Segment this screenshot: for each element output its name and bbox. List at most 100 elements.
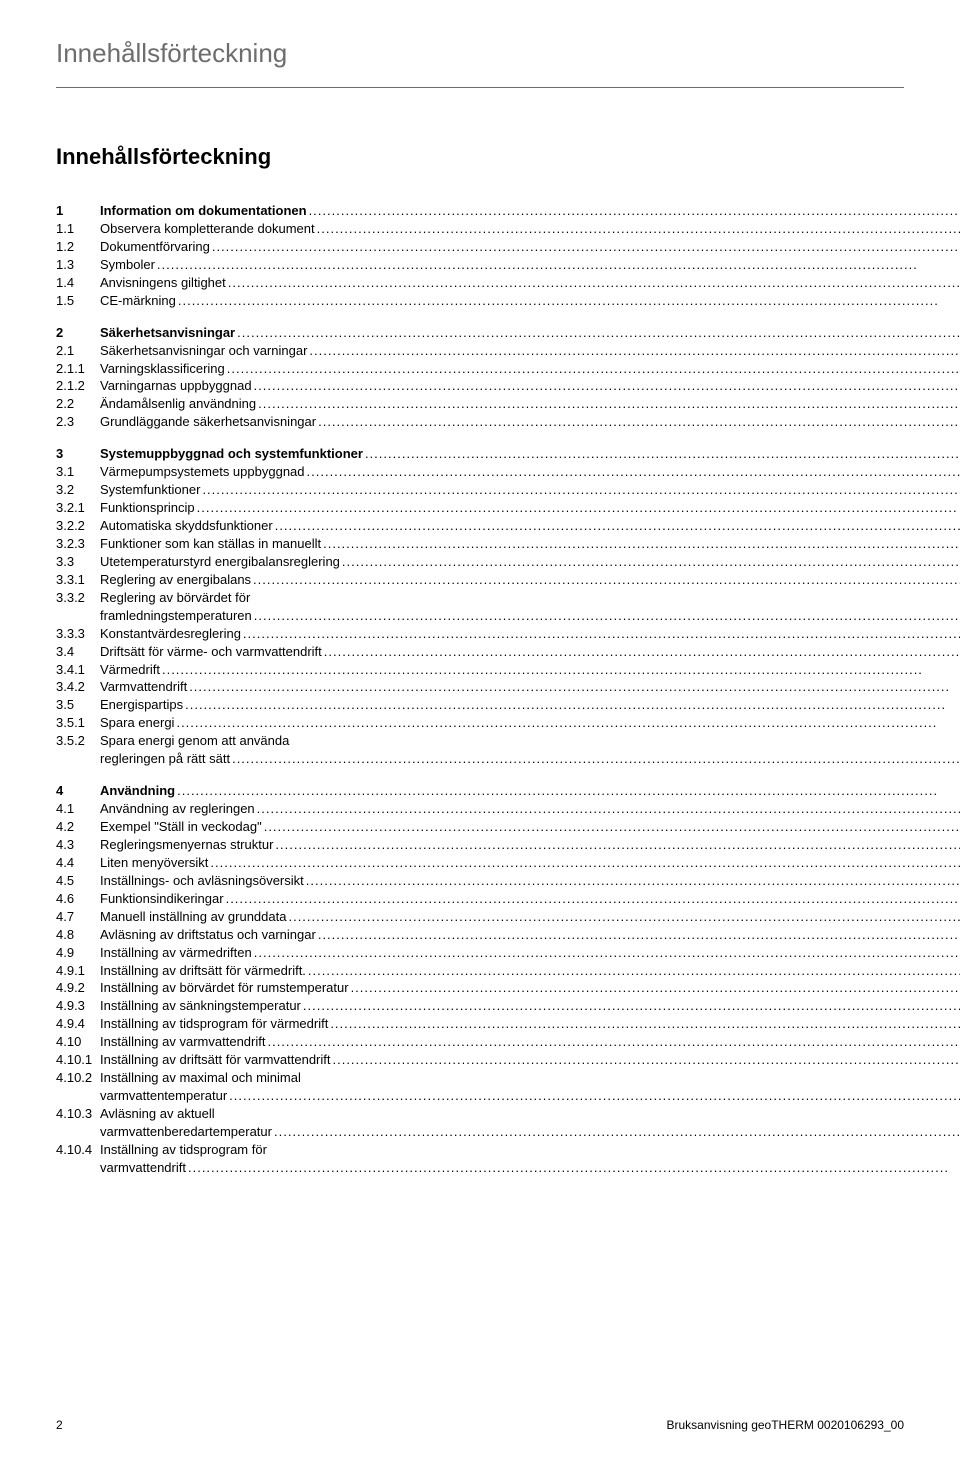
toc-entry: 4.9.3Inställning av sänkningstemperatur2… — [56, 997, 960, 1015]
toc-entry: 4.8Avläsning av driftstatus och varninga… — [56, 926, 960, 944]
toc-entry-number: 4.10.4 — [56, 1141, 100, 1159]
toc-leader-dots — [254, 944, 960, 962]
toc-entry: 2.2Ändamålsenlig användning4 — [56, 395, 960, 413]
toc-entry-title: Inställning av sänkningstemperatur — [100, 997, 301, 1015]
toc-entry: 4.9.2Inställning av börvärdet för rumste… — [56, 979, 960, 997]
toc-entry-number: 3.1 — [56, 463, 100, 481]
toc-entry: 3.3Utetemperaturstyrd energibalansregler… — [56, 553, 960, 571]
toc-entry: 4.9Inställning av värmedriften21 — [56, 944, 960, 962]
toc-leader-dots — [274, 1123, 960, 1141]
toc-column-left: 1Information om dokumentationen31.1Obser… — [56, 202, 960, 1394]
toc-entry: 3.5.1Spara energi10 — [56, 714, 960, 732]
toc-entry-title: Inställning av börvärdet för rumstempera… — [100, 979, 349, 997]
toc-entry-title: Varningarnas uppbyggnad — [100, 377, 252, 395]
toc-entry: 1.1Observera kompletterande dokument3 — [56, 220, 960, 238]
toc-leader-dots — [254, 607, 960, 625]
toc-leader-dots — [254, 377, 960, 395]
toc-entry-title: Inställning av tidsprogram för värmedrif… — [100, 1015, 328, 1033]
toc-entry-title: Systemfunktioner — [100, 481, 200, 499]
toc-entry-number: 2.1.1 — [56, 360, 100, 378]
toc-entry-number: 3.4.2 — [56, 678, 100, 696]
toc-entry-number: 4.6 — [56, 890, 100, 908]
toc-entry-title: Anvisningens giltighet — [100, 274, 226, 292]
toc-entry-title: varmvattendrift — [100, 1159, 186, 1177]
footer: 2 Bruksanvisning geoTHERM 0020106293_00 — [56, 1418, 904, 1432]
toc-entry: 3.4Driftsätt för värme- och varmvattendr… — [56, 643, 960, 661]
toc-entry-title: Liten menyöversikt — [100, 854, 208, 872]
toc-entry: 3.2Systemfunktioner7 — [56, 481, 960, 499]
toc-leader-dots — [317, 220, 960, 238]
toc-entry: 4.10.2Inställning av maximal och minimal — [56, 1069, 960, 1087]
toc-entry-title: Exempel "Ställ in veckodag" — [100, 818, 262, 836]
toc-entry: 4.10.1Inställning av driftsätt för varmv… — [56, 1051, 960, 1069]
toc-entry-title: framledningstemperaturen — [100, 607, 252, 625]
toc-entry: framledningstemperaturen9 — [56, 607, 960, 625]
toc-leader-dots — [157, 256, 960, 274]
toc-leader-dots — [176, 714, 960, 732]
toc-entry-title: Funktionsprincip — [100, 499, 195, 517]
toc-leader-dots — [197, 499, 960, 517]
toc-group: 4Användning124.1Användning av regleringe… — [56, 782, 960, 1177]
toc-entry-title: CE-märkning — [100, 292, 176, 310]
toc-entry: 4.2Exempel "Ställ in veckodag"13 — [56, 818, 960, 836]
toc-entry-number: 4.10 — [56, 1033, 100, 1051]
toc-entry-number: 3.5.1 — [56, 714, 100, 732]
toc-entry-title: Utetemperaturstyrd energibalansreglering — [100, 553, 340, 571]
toc-entry-number: 1.4 — [56, 274, 100, 292]
toc-leader-dots — [178, 292, 960, 310]
toc-entry-number: 4.10.1 — [56, 1051, 100, 1069]
toc-leader-dots — [177, 782, 960, 800]
toc-entry-number: 3.5 — [56, 696, 100, 714]
toc-entry-number: 3.2.3 — [56, 535, 100, 553]
toc-entry: 4.10.4Inställning av tidsprogram för — [56, 1141, 960, 1159]
toc-entry: 4Användning12 — [56, 782, 960, 800]
toc-entry-title: Ändamålsenlig användning — [100, 395, 256, 413]
toc-entry-title: Funktioner som kan ställas in manuellt — [100, 535, 321, 553]
toc-leader-dots — [323, 535, 960, 553]
toc-entry-number: 4.7 — [56, 908, 100, 926]
toc-entry-number: 3.2.2 — [56, 517, 100, 535]
toc-leader-dots — [303, 997, 960, 1015]
toc-entry: 3.2.1Funktionsprincip7 — [56, 499, 960, 517]
header-rule — [56, 87, 904, 88]
toc-entry-title: Varningsklassificering — [100, 360, 225, 378]
toc-leader-dots — [275, 517, 960, 535]
toc-entry-title: Systemuppbyggnad och systemfunktioner — [100, 445, 363, 463]
toc-entry-title: Spara energi — [100, 714, 174, 732]
toc-entry: 3.4.2Varmvattendrift10 — [56, 678, 960, 696]
toc-leader-dots — [264, 818, 960, 836]
toc-entry-number: 4.1 — [56, 800, 100, 818]
toc-leader-dots — [306, 872, 960, 890]
toc-entry-number: 1 — [56, 202, 100, 220]
toc-entry-number: 4.9.4 — [56, 1015, 100, 1033]
toc-entry: 3.2.3Funktioner som kan ställas in manue… — [56, 535, 960, 553]
toc-entry: 4.9.1Inställning av driftsätt för värmed… — [56, 962, 960, 980]
toc-entry: 3.5.2Spara energi genom att använda — [56, 732, 960, 750]
toc-entry: 3.5Energispartips10 — [56, 696, 960, 714]
toc-entry: 1.4Anvisningens giltighet3 — [56, 274, 960, 292]
toc-entry-number: 4.3 — [56, 836, 100, 854]
toc-entry-title: Automatiska skyddsfunktioner — [100, 517, 273, 535]
toc-entry-number: 4.2 — [56, 818, 100, 836]
toc-entry: 1.2Dokumentförvaring3 — [56, 238, 960, 256]
toc-entry-title: Energispartips — [100, 696, 183, 714]
toc-entry-title: Inställning av driftsätt för varmvattend… — [100, 1051, 330, 1069]
toc-entry-number: 3.4.1 — [56, 661, 100, 679]
toc-entry-title: varmvattenberedartemperatur — [100, 1123, 272, 1141]
running-header: Innehållsförteckning — [56, 38, 904, 69]
footer-doc-id: Bruksanvisning geoTHERM 0020106293_00 — [667, 1418, 905, 1432]
toc-entry: 4.10.3Avläsning av aktuell — [56, 1105, 960, 1123]
toc-leader-dots — [275, 836, 960, 854]
toc-leader-dots — [307, 463, 960, 481]
toc-entry-number: 4.9.3 — [56, 997, 100, 1015]
toc-entry: 4.3Regleringsmenyernas struktur14 — [56, 836, 960, 854]
toc-entry-number: 4.10.2 — [56, 1069, 100, 1087]
toc-entry-title: Grundläggande säkerhetsanvisningar — [100, 413, 316, 431]
toc-leader-dots — [309, 342, 960, 360]
toc-entry: 3.4.1Värmedrift10 — [56, 661, 960, 679]
toc-entry: 3Systemuppbyggnad och systemfunktioner6 — [56, 445, 960, 463]
toc-leader-dots — [288, 908, 960, 926]
toc-entry: 4.5Inställnings- och avläsningsöversikt1… — [56, 872, 960, 890]
toc-entry-title: Reglering av energibalans — [100, 571, 251, 589]
toc-entry-title: Driftsätt för värme- och varmvattendrift — [100, 643, 322, 661]
